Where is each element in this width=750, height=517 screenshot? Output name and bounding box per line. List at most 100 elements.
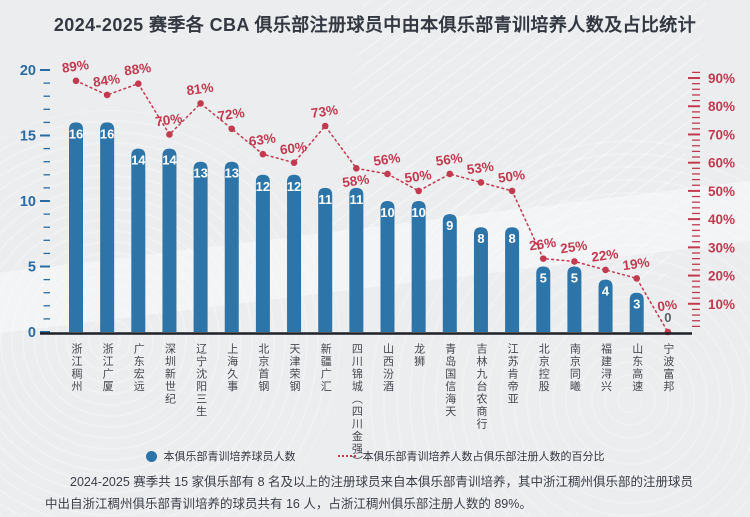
right-axis-label: 20% (708, 269, 735, 284)
bar (255, 174, 270, 332)
percent-label: 25% (559, 238, 588, 257)
right-axis-label: 50% (708, 184, 735, 199)
percent-label: 88% (123, 60, 152, 79)
left-axis-label: 15 (20, 129, 36, 145)
right-axis-label: 10% (708, 297, 735, 312)
line-dot (197, 100, 204, 107)
bar (536, 266, 551, 332)
bar (629, 292, 644, 332)
percent-label: 0% (657, 297, 678, 315)
line-dot (415, 187, 422, 195)
bar-value-label: 11 (349, 192, 363, 207)
line-dot (602, 266, 609, 274)
bar-value-label: 4 (602, 284, 610, 299)
percent-label: 56% (372, 150, 401, 169)
percent-label: 53% (466, 159, 495, 178)
bar-value-label: 3 (633, 297, 640, 312)
right-axis-label: 40% (708, 212, 735, 227)
bar (69, 122, 83, 333)
bar-value-label: 10 (380, 205, 394, 220)
percent-label: 22% (590, 246, 619, 265)
left-axis-label: 0 (28, 325, 36, 341)
bar-value-label: 13 (225, 166, 239, 181)
left-axis-label: 5 (28, 260, 36, 276)
percent-label: 50% (404, 167, 433, 186)
legend: 本俱乐部青训培养球员人数 本俱乐部青训培养人数占俱乐部注册人数的百分比 (0, 448, 750, 464)
bar (567, 266, 582, 332)
bar-value-label: 5 (571, 271, 578, 286)
footer-note-line-1: 2024-2025 赛季共 15 家俱乐部有 8 名及以上的注册球员来自本俱乐部… (70, 475, 693, 489)
bar (318, 187, 333, 332)
percent-label: 26% (528, 235, 557, 254)
bar (349, 187, 364, 332)
footer-note: 2024-2025 赛季共 15 家俱乐部有 8 名及以上的注册球员来自本俱乐部… (45, 471, 705, 515)
left-axis-label: 10 (20, 194, 36, 210)
line-dot (571, 258, 578, 265)
chart-title: 2024-2025 赛季各 CBA 俱乐部注册球员中由本俱乐部青训培养人数及占比… (53, 15, 697, 35)
left-axis-label: 20 (20, 63, 36, 79)
bar (505, 227, 520, 332)
bar (473, 227, 488, 332)
right-axis-label: 60% (708, 156, 735, 171)
percent-label: 84% (92, 71, 121, 90)
line-series-swatch-icon (337, 455, 356, 457)
right-axis-label: 80% (708, 99, 735, 114)
percent-label: 89% (61, 57, 90, 76)
bar-value-label: 5 (540, 271, 547, 286)
line-dot (103, 91, 111, 99)
line-dot (508, 187, 516, 195)
bar-value-label: 14 (131, 153, 146, 168)
bar-value-label: 16 (100, 126, 114, 141)
line-dot (384, 170, 391, 178)
percent-label: 81% (186, 80, 215, 99)
line-dot (321, 122, 329, 130)
bar (287, 174, 302, 332)
percent-label: 19% (622, 255, 651, 274)
bar-value-label: 14 (162, 153, 177, 168)
line-dot (166, 131, 173, 138)
line-dot (135, 80, 142, 87)
footer-note-line-2: 中出自浙江稠州俱乐部青训培养的球员共有 16 人，占浙江稠州俱乐部注册人数的 8… (45, 497, 532, 511)
percent-label: 73% (310, 102, 339, 121)
bar-value-label: 8 (477, 231, 484, 246)
bar-value-label: 12 (256, 179, 270, 194)
right-axis-label: 90% (708, 71, 735, 86)
percent-label: 70% (154, 111, 183, 130)
percent-line (75, 80, 669, 333)
bar (598, 279, 613, 332)
bar (380, 201, 395, 332)
line-dot (633, 275, 640, 282)
line-dot (353, 165, 360, 172)
line-series-label: 本俱乐部青训培养人数占俱乐部注册人数的百分比 (362, 451, 605, 463)
percent-label: 63% (248, 130, 277, 149)
bar (193, 161, 208, 332)
bar-value-label: 12 (287, 179, 301, 194)
line-dot (446, 170, 454, 178)
bar-value-label: 11 (318, 192, 332, 207)
bar (100, 122, 115, 333)
bar (131, 148, 146, 332)
bar-value-label: 8 (508, 231, 515, 246)
legend-item-line: 本俱乐部青训培养人数占俱乐部注册人数的百分比 (337, 448, 605, 464)
bar-value-label: 10 (411, 205, 425, 220)
line-dot (477, 179, 485, 186)
right-axis-label: 30% (708, 240, 735, 255)
percent-label: 58% (341, 172, 370, 191)
percent-label: 72% (217, 105, 246, 124)
line-dot (259, 150, 267, 158)
line-dot (72, 77, 80, 85)
bar-value-label: 13 (193, 166, 207, 181)
right-axis-label: 70% (708, 127, 735, 142)
percent-label: 56% (435, 150, 464, 169)
percent-label: 50% (497, 167, 526, 186)
bar-value-label: 0 (664, 310, 671, 325)
bar-series-swatch-icon (145, 450, 157, 462)
line-dot (539, 255, 547, 262)
line-dot (290, 159, 298, 166)
bar-series-label: 本俱乐部青训培养球员人数 (163, 451, 296, 463)
bar (411, 201, 426, 332)
bar (162, 148, 177, 332)
line-dot (228, 125, 236, 133)
